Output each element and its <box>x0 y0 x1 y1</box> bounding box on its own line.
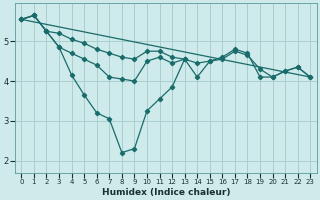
X-axis label: Humidex (Indice chaleur): Humidex (Indice chaleur) <box>101 188 230 197</box>
